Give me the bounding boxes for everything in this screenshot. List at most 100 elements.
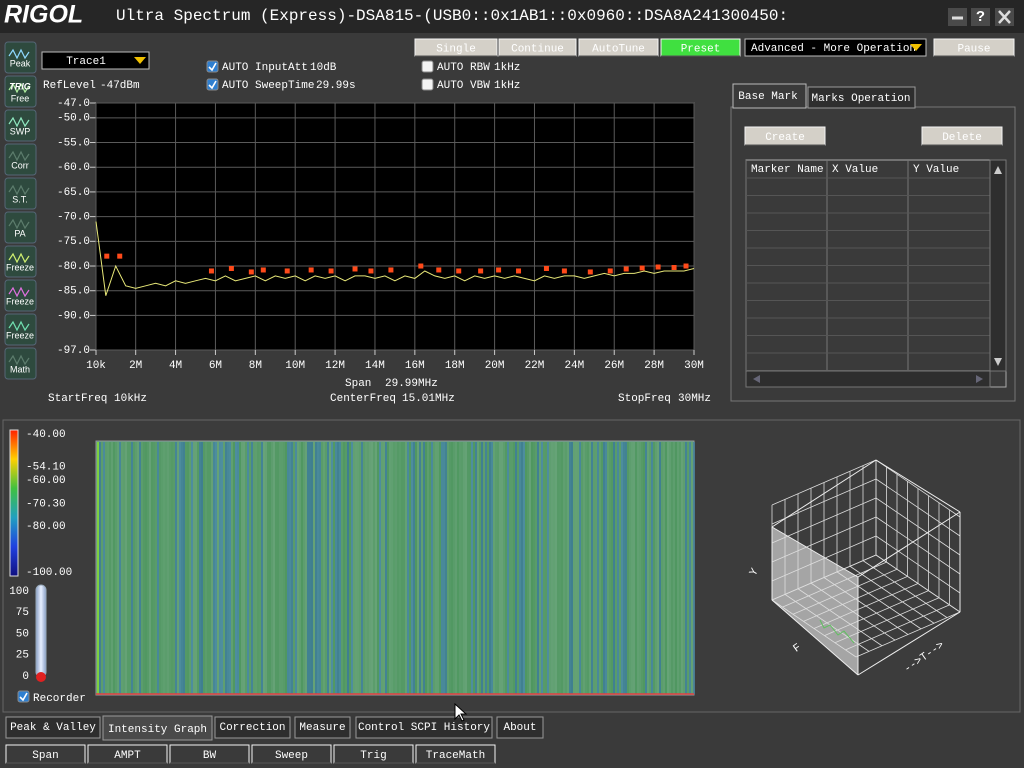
- waterfall-stripe: [311, 442, 313, 694]
- y-tick-label: -75.0: [57, 236, 90, 248]
- tab[interactable]: [355, 716, 493, 739]
- peak-marker: [117, 253, 123, 259]
- waterfall-stripe: [617, 442, 619, 694]
- sidebar-icon: [8, 150, 30, 162]
- waterfall-stripe: [143, 442, 145, 694]
- mode-select-value: Advanced - More Operation: [751, 43, 916, 55]
- help-button[interactable]: [971, 8, 990, 26]
- sidebar-label: S.T.: [12, 194, 28, 204]
- waterfall-stripe: [451, 442, 453, 694]
- waterfall-stripe: [679, 442, 681, 694]
- waterfall-stripe: [539, 442, 541, 694]
- auto-checkbox[interactable]: [421, 78, 434, 91]
- auto-label: AUTO RBW: [437, 62, 490, 74]
- marker-tab: Base Mark: [738, 91, 798, 103]
- waterfall-stripe: [243, 442, 245, 694]
- waterfall-stripe: [461, 442, 463, 694]
- waterfall-stripe: [587, 442, 589, 694]
- waterfall-stripe: [407, 442, 409, 694]
- tab[interactable]: [294, 716, 351, 739]
- waterfall-stripe: [629, 442, 631, 694]
- peak-marker: [208, 268, 214, 274]
- waterfall-stripe: [381, 442, 383, 694]
- waterfall-stripe: [677, 442, 679, 694]
- waterfall-stripe: [465, 442, 467, 694]
- tab[interactable]: [214, 716, 291, 739]
- peak-marker: [478, 268, 484, 274]
- waterfall-stripe: [281, 442, 283, 694]
- center-value: 15.01MHz: [402, 393, 455, 405]
- waterfall-stripe: [237, 442, 239, 694]
- waterfall-stripe: [107, 442, 109, 694]
- 3d-edge: [857, 611, 961, 676]
- slider-label: 25: [16, 650, 29, 662]
- close-glyph: [998, 10, 1011, 24]
- waterfall-stripe: [581, 442, 583, 694]
- waterfall-stripe: [525, 442, 527, 694]
- tab-active[interactable]: [732, 83, 807, 109]
- tab[interactable]: [496, 716, 544, 739]
- x-tick-label: 18M: [445, 360, 465, 372]
- waterfall-stripe: [543, 442, 545, 694]
- waterfall-stripe: [475, 442, 477, 694]
- waterfall-stripe: [487, 442, 489, 694]
- y-tick-label: -90.0: [57, 310, 90, 322]
- waterfall-stripe: [395, 442, 397, 694]
- waterfall-stripe: [165, 442, 167, 694]
- waterfall-stripe: [489, 442, 491, 694]
- auto-checkbox-tick: [208, 62, 217, 72]
- tab-label: Peak & Valley: [10, 722, 96, 734]
- sidebar-label: Corr: [11, 160, 29, 170]
- waterfall-stripe: [431, 442, 433, 694]
- peak-marker: [260, 267, 266, 273]
- waterfall-stripe: [183, 442, 185, 694]
- waterfall-stripe: [509, 442, 511, 694]
- tab[interactable]: [5, 716, 101, 739]
- waterfall-stripe: [519, 442, 521, 694]
- waterfall-stripe: [547, 442, 549, 694]
- waterfall-stripe: [129, 442, 131, 694]
- column-header: Marker Name: [751, 164, 824, 176]
- plot-area: [95, 102, 695, 351]
- stop-value: 30MHz: [678, 393, 711, 405]
- waterfall-stripe: [337, 442, 339, 694]
- waterfall-stripe: [685, 442, 687, 694]
- waterfall-stripe: [239, 442, 241, 694]
- waterfall-stripe: [363, 442, 365, 694]
- mode-select[interactable]: [744, 38, 927, 57]
- waterfall-stripe: [105, 442, 107, 694]
- peak-marker: [352, 266, 358, 272]
- auto-checkbox[interactable]: [421, 60, 434, 73]
- waterfall-stripe: [333, 442, 335, 694]
- waterfall-stripe: [341, 442, 343, 694]
- waterfall-stripe: [325, 442, 327, 694]
- peak-marker: [623, 266, 629, 272]
- menu-button-label: BW: [203, 750, 217, 762]
- trace-select[interactable]: [41, 51, 150, 70]
- menu-button-label: Span: [32, 750, 58, 762]
- sidebar-label: Freeze: [6, 262, 34, 272]
- waterfall-stripe: [251, 442, 253, 694]
- create-button-label: Create: [765, 132, 805, 144]
- menu-button-label: TraceMath: [426, 750, 485, 762]
- waterfall-stripe: [359, 442, 361, 694]
- waterfall-stripe: [505, 442, 507, 694]
- tab[interactable]: [807, 86, 916, 109]
- waterfall-stripe: [317, 442, 319, 694]
- waterfall-stripe: [163, 442, 165, 694]
- waterfall-stripe: [229, 442, 231, 694]
- waterfall-stripe: [103, 442, 105, 694]
- waterfall-stripe: [503, 442, 505, 694]
- mouse-cursor: [454, 702, 468, 722]
- waterfall-stripe: [583, 442, 585, 694]
- sidebar-icon: [8, 252, 30, 264]
- waterfall-stripe: [541, 442, 543, 694]
- auto-value: 29.99s: [316, 80, 356, 92]
- waterfall-stripe: [549, 442, 551, 694]
- span-label: Span: [345, 378, 371, 390]
- waterfall-stripe: [415, 442, 417, 694]
- tab-active[interactable]: [102, 715, 213, 741]
- waterfall-stripe: [573, 442, 575, 694]
- 3d-trace: [819, 619, 855, 644]
